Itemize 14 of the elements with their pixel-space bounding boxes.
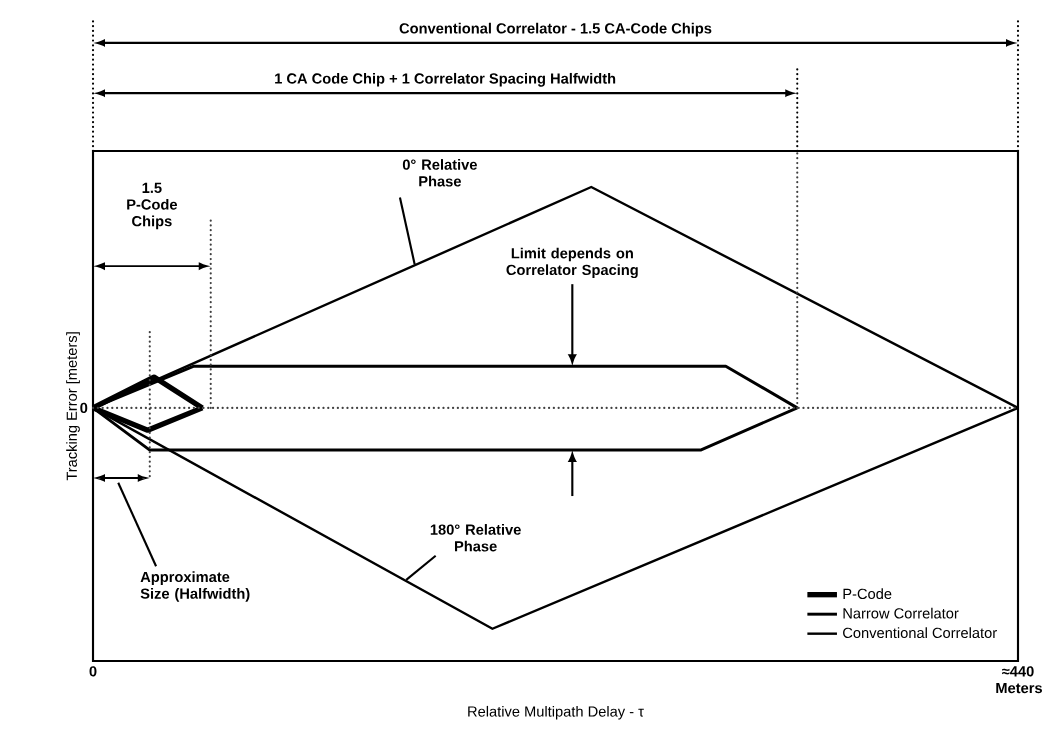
legend-label: P-Code [843,588,892,600]
y-axis-title: Tracking Error [meters] [66,332,80,481]
text: Conventional Correlator - 1.5 CA-Code Chips [399,22,712,37]
text: 0 [80,402,88,414]
annotation: Approximate Size (Halfwidth) [140,571,250,602]
legend-label: Narrow Correlator [843,607,959,619]
annotation: 180° Relative Phase [430,524,521,552]
annotation: 1.5 P-Code Chips [127,182,178,230]
x-tick-label: ≈440 Meters [996,666,1042,694]
x-axis-title: Relative Multipath Delay - τ [468,705,644,720]
legend-label: Conventional Correlator [843,627,997,639]
text: 1 CA Code Chip + 1 Correlator Spacing Halfwidth [275,72,616,87]
annotation: Limit depends on Correlator Spacing [506,247,638,279]
annotation: 0° Relative Phase [402,159,477,187]
